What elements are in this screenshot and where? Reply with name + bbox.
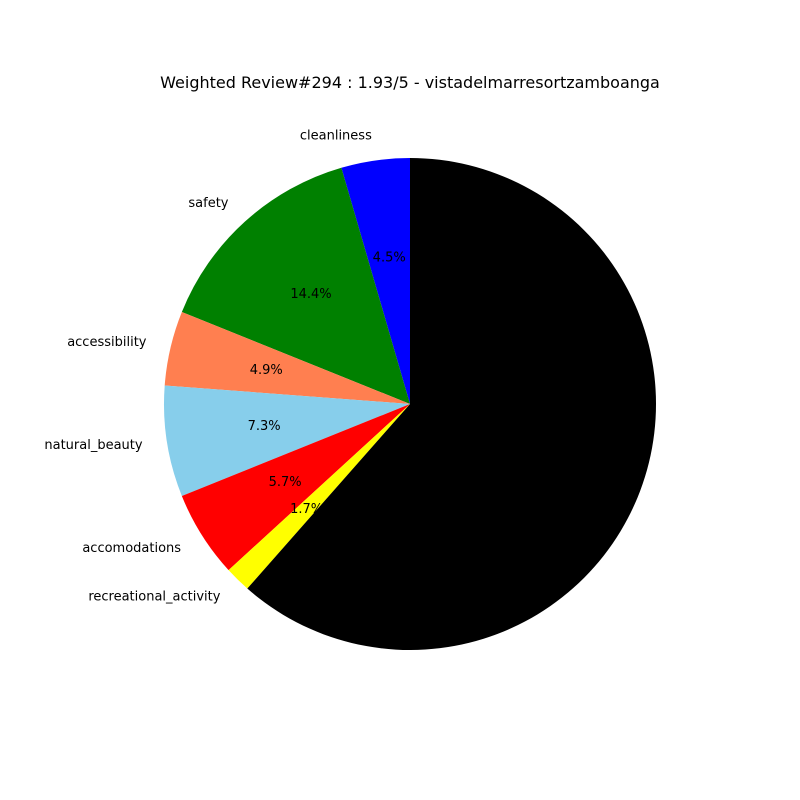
percent-label-cleanliness: 4.5% bbox=[373, 250, 406, 265]
percent-label-natural_beauty: 7.3% bbox=[248, 419, 281, 434]
pie-slice-unlabeled bbox=[247, 157, 657, 650]
slice-label-natural_beauty: natural_beauty bbox=[44, 438, 143, 453]
slice-label-accomodations: accomodations bbox=[82, 541, 181, 556]
percent-label-accessibility: 4.9% bbox=[250, 363, 283, 378]
pie-slice-safety bbox=[181, 167, 410, 404]
slice-labels: cleanliness safety accessibility natural_be… bbox=[44, 129, 372, 605]
pie-slice-accessibility bbox=[164, 312, 410, 404]
slice-label-accessibility: accessibility bbox=[67, 335, 147, 350]
chart-title: Weighted Review#294 : 1.93/5 - vistadelm… bbox=[160, 73, 660, 92]
pie-slices bbox=[164, 157, 657, 650]
percent-label-recreational_activity: 1.7% bbox=[290, 502, 323, 517]
percent-label-safety: 14.4% bbox=[290, 287, 331, 302]
pie-slice-cleanliness bbox=[341, 158, 410, 404]
percent-labels: 4.5% 14.4% 4.9% 7.3% 5.7% 1.7% bbox=[248, 250, 406, 516]
slice-label-recreational_activity: recreational_activity bbox=[88, 590, 220, 605]
slice-label-safety: safety bbox=[188, 196, 228, 211]
slice-label-cleanliness: cleanliness bbox=[300, 129, 372, 144]
pie-slice-natural_beauty bbox=[164, 385, 410, 496]
pie-slice-accomodations bbox=[181, 404, 410, 571]
pie-slice-recreational_activity bbox=[228, 404, 410, 589]
percent-label-accomodations: 5.7% bbox=[269, 475, 302, 490]
